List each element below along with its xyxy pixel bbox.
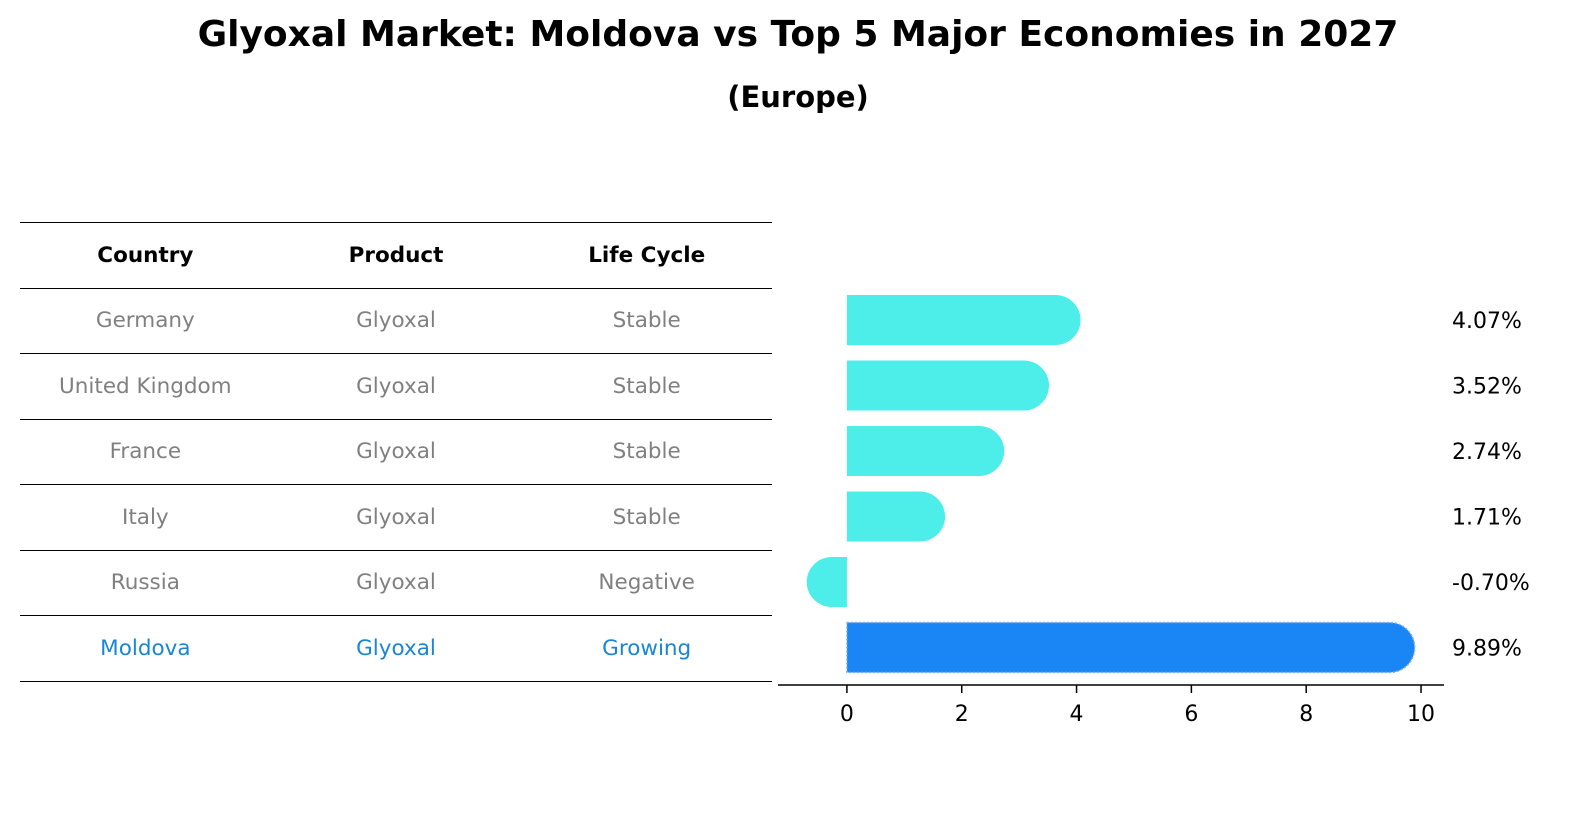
bar-value-label: 2.74% — [1452, 440, 1522, 465]
bar — [846, 621, 1416, 674]
cell-product: Glyoxal — [356, 439, 436, 465]
chart-title: Glyoxal Market: Moldova vs Top 5 Major E… — [197, 14, 1399, 55]
cell-country: Russia — [110, 570, 180, 596]
bar — [846, 295, 1081, 345]
cell-product: Glyoxal — [356, 373, 436, 399]
x-tick-label: 8 — [1299, 702, 1313, 727]
cell-country: Italy — [122, 504, 169, 530]
x-tick-label: 0 — [840, 702, 854, 727]
cell-country: France — [109, 439, 182, 465]
cell-product: Glyoxal — [356, 504, 436, 530]
table-row: France Glyoxal Stable — [20, 420, 772, 485]
bar-value-label: 4.07% — [1452, 309, 1522, 334]
bar-value-label: 3.52% — [1452, 375, 1522, 400]
cell-life-cycle: Stable — [612, 308, 681, 334]
chart-subtitle: (Europe) — [727, 80, 869, 114]
cell-life-cycle: Stable — [612, 504, 681, 530]
cell-country: United Kingdom — [59, 373, 232, 399]
cell-life-cycle: Stable — [612, 439, 681, 465]
table-row: United Kingdom Glyoxal Stable — [20, 354, 772, 420]
header-life-cycle: Life Cycle — [588, 242, 706, 268]
comparison-table: Country Product Life Cycle Germany Glyox… — [20, 222, 772, 682]
bar — [846, 491, 946, 542]
table-row: Germany Glyoxal Stable — [20, 289, 772, 354]
x-tick-label: 6 — [1184, 702, 1198, 727]
table-row: Russia Glyoxal Negative — [20, 551, 772, 616]
cell-country: Moldova — [100, 635, 191, 661]
x-tick-label: 4 — [1070, 702, 1084, 727]
bar — [806, 557, 847, 607]
table-row-highlighted: Moldova Glyoxal Growing — [20, 616, 772, 682]
x-tick-label: 2 — [955, 702, 969, 727]
bar-value-label: 1.71% — [1452, 506, 1522, 531]
header-product: Product — [348, 242, 444, 268]
cell-product: Glyoxal — [356, 308, 436, 334]
table-header-row: Country Product Life Cycle — [20, 223, 772, 289]
bar-value-label: 9.89% — [1452, 637, 1522, 662]
cell-life-cycle: Growing — [602, 635, 692, 661]
cell-life-cycle: Negative — [598, 570, 695, 596]
cell-country: Germany — [95, 308, 195, 334]
bar-value-label: -0.70% — [1452, 571, 1530, 596]
x-tick-label: 10 — [1407, 702, 1435, 727]
header-country: Country — [97, 242, 194, 268]
cell-product: Glyoxal — [356, 635, 436, 661]
cell-life-cycle: Stable — [612, 373, 681, 399]
bar-chart: 4.07% 3.52% 2.74% 1.71% -0.70% 9.89% 0 2 4 6 8 10 — [778, 295, 1530, 727]
bar — [846, 426, 1005, 476]
bar — [846, 360, 1049, 411]
cell-product: Glyoxal — [356, 570, 436, 596]
table-row: Italy Glyoxal Stable — [20, 485, 772, 551]
